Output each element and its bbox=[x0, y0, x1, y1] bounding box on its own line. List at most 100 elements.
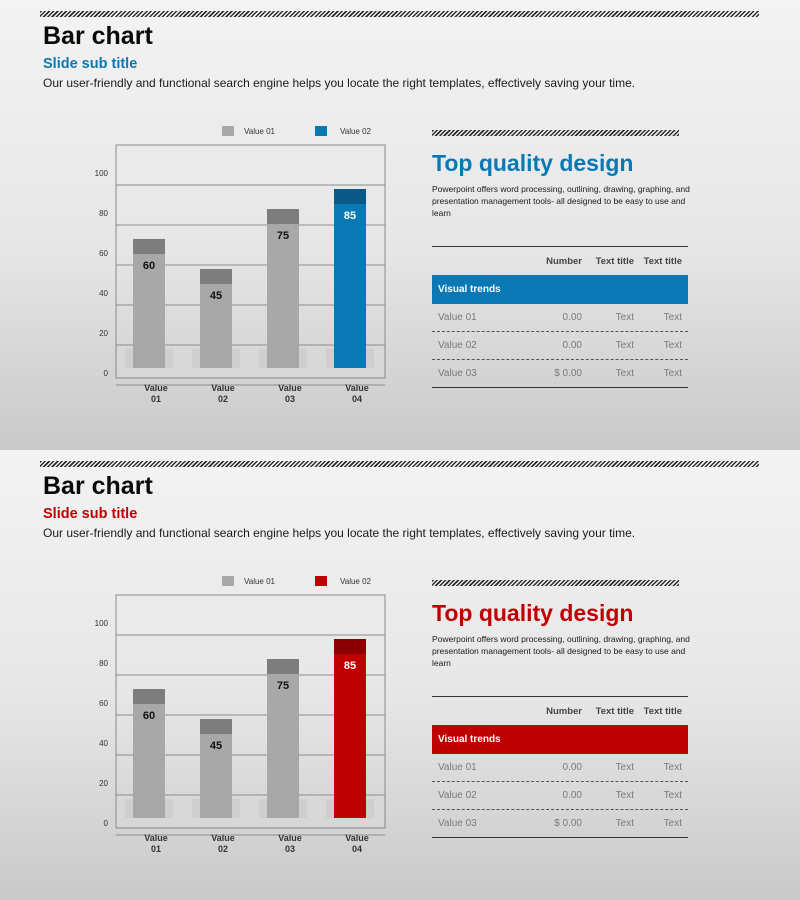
bar-cap bbox=[133, 689, 165, 704]
table-header-cell: Text title bbox=[595, 705, 634, 717]
section-body: Powerpoint offers word processing, outli… bbox=[432, 634, 690, 668]
bar bbox=[334, 189, 366, 368]
bar-value-label: 45 bbox=[210, 290, 222, 302]
bar-cap bbox=[334, 189, 366, 204]
table-band-row: Visual trends bbox=[432, 275, 688, 304]
y-tick-label: 20 bbox=[99, 779, 108, 788]
bar-value-label: 60 bbox=[143, 260, 155, 272]
table-band-label: Visual trends bbox=[438, 284, 501, 295]
hatched-divider bbox=[432, 130, 679, 136]
table-cell: Text bbox=[663, 368, 682, 379]
data-table: Number Text title Text title Visual tren… bbox=[432, 696, 688, 838]
plot-frame bbox=[115, 144, 386, 379]
x-tick-label: Value bbox=[211, 383, 235, 393]
legend-label: Value 01 bbox=[244, 577, 276, 586]
y-tick-label: 40 bbox=[99, 739, 108, 748]
hatched-divider bbox=[40, 461, 759, 467]
slide-red: Bar chart Slide sub title Our user-frien… bbox=[0, 450, 800, 900]
table-cell: Value 01 bbox=[438, 312, 477, 323]
legend-swatch-series1 bbox=[222, 576, 234, 586]
table-cell: Text bbox=[663, 312, 682, 323]
table-cell: Text bbox=[615, 790, 634, 801]
legend-swatch-series2 bbox=[315, 576, 327, 586]
table-row: Value 03 $ 0.00 Text Text bbox=[432, 360, 688, 388]
x-tick-label: Value bbox=[345, 833, 369, 843]
table-row: Value 01 0.00 Text Text bbox=[432, 304, 688, 332]
table-header-cell: Text title bbox=[595, 255, 634, 267]
table-cell: Text bbox=[663, 818, 682, 829]
table-cell: 0.00 bbox=[562, 762, 582, 773]
bar bbox=[200, 269, 232, 368]
x-tick-label: 03 bbox=[285, 394, 295, 404]
x-tick-label: Value bbox=[211, 833, 235, 843]
y-tick-label: 80 bbox=[99, 209, 108, 218]
y-tick-label: 100 bbox=[95, 619, 109, 628]
table-cell: $ 0.00 bbox=[554, 368, 582, 379]
x-tick-label: Value bbox=[144, 383, 168, 393]
table-row: Value 02 0.00 Text Text bbox=[432, 782, 688, 810]
table-cell: Text bbox=[615, 368, 634, 379]
table-row: Value 02 0.00 Text Text bbox=[432, 332, 688, 360]
bar-cap bbox=[334, 639, 366, 654]
table-cell: Text bbox=[615, 762, 634, 773]
table-header-cell: Text title bbox=[643, 705, 682, 717]
bar-cap bbox=[267, 659, 299, 674]
bar-value-label: 75 bbox=[277, 230, 289, 242]
x-tick-label: Value bbox=[144, 833, 168, 843]
x-tick-label: Value bbox=[278, 383, 302, 393]
slide-blue: Bar chart Slide sub title Our user-frien… bbox=[0, 0, 800, 450]
plot-frame bbox=[115, 594, 386, 829]
table-cell: $ 0.00 bbox=[554, 818, 582, 829]
table-cell: Value 02 bbox=[438, 340, 477, 351]
section-heading: Top quality design bbox=[432, 600, 634, 626]
bar-value-label: 85 bbox=[344, 660, 356, 672]
x-tick-label: 02 bbox=[218, 844, 228, 854]
slide-description: Our user-friendly and functional search … bbox=[43, 76, 636, 90]
table-cell: Value 02 bbox=[438, 790, 477, 801]
bar bbox=[267, 209, 299, 368]
table-row: Value 03 $ 0.00 Text Text bbox=[432, 810, 688, 838]
x-tick-label: Value bbox=[345, 383, 369, 393]
x-tick-label: 01 bbox=[151, 394, 161, 404]
table-cell: Text bbox=[615, 818, 634, 829]
section-heading: Top quality design bbox=[432, 150, 634, 176]
y-tick-label: 0 bbox=[104, 819, 109, 828]
slide-subtitle: Slide sub title bbox=[43, 56, 138, 72]
x-tick-label: 04 bbox=[352, 844, 362, 854]
x-tick-label: 02 bbox=[218, 394, 228, 404]
x-tick-label: 03 bbox=[285, 844, 295, 854]
x-tick-label: 01 bbox=[151, 844, 161, 854]
legend-label: Value 02 bbox=[340, 127, 372, 136]
table-header-cell: Number bbox=[546, 705, 582, 717]
bar-value-label: 85 bbox=[344, 210, 356, 222]
table-cell: 0.00 bbox=[562, 312, 582, 323]
bar-cap bbox=[200, 719, 232, 734]
x-tick-label: Value bbox=[278, 833, 302, 843]
bar-cap bbox=[200, 269, 232, 284]
y-tick-label: 100 bbox=[95, 169, 109, 178]
bar-value-label: 45 bbox=[210, 740, 222, 752]
table-band-row: Visual trends bbox=[432, 725, 688, 754]
table-cell: Text bbox=[663, 340, 682, 351]
slide-title: Bar chart bbox=[43, 22, 153, 50]
bar bbox=[133, 239, 165, 368]
legend-swatch-series2 bbox=[315, 126, 327, 136]
legend-swatch-series1 bbox=[222, 126, 234, 136]
table-cell: Text bbox=[615, 340, 634, 351]
table-cell: 0.00 bbox=[562, 340, 582, 351]
hatched-divider bbox=[40, 11, 759, 17]
table-cell: Value 03 bbox=[438, 818, 477, 829]
table-cell: Text bbox=[663, 762, 682, 773]
hatched-divider bbox=[432, 580, 679, 586]
y-tick-label: 0 bbox=[104, 369, 109, 378]
data-table: Number Text title Text title Visual tren… bbox=[432, 246, 688, 388]
table-cell: Text bbox=[615, 312, 634, 323]
slide-description: Our user-friendly and functional search … bbox=[43, 526, 636, 540]
section-body: Powerpoint offers word processing, outli… bbox=[432, 184, 690, 218]
bar-cap bbox=[267, 209, 299, 224]
legend-label: Value 01 bbox=[244, 127, 276, 136]
y-tick-label: 60 bbox=[99, 249, 108, 258]
bar-value-label: 60 bbox=[143, 710, 155, 722]
